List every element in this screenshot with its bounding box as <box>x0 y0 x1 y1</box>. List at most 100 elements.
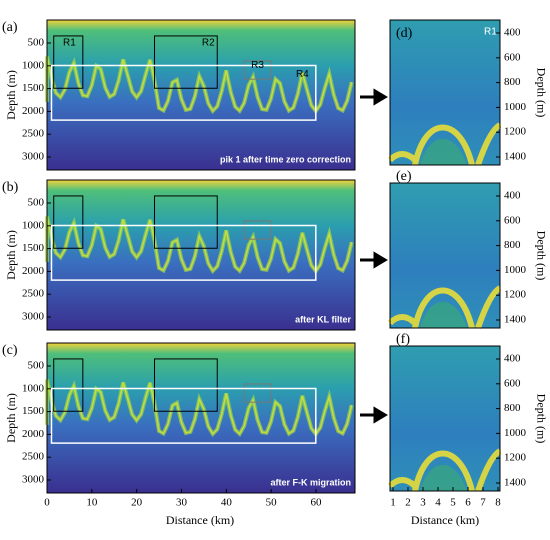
region-label: R4 <box>296 69 309 80</box>
y-tick-label: 800 <box>504 402 521 414</box>
y-axis-label: Depth (m) <box>534 394 548 444</box>
y-tick-label: 1500 <box>22 82 45 94</box>
region-box <box>50 64 317 121</box>
frame <box>389 182 501 329</box>
region-label: R1 <box>63 37 76 48</box>
y-axis-label: Depth (m) <box>534 68 548 118</box>
x-tick-label: 60 <box>311 497 323 509</box>
x-tick-label: 6 <box>465 497 471 509</box>
x-tick-label: 7 <box>480 497 486 509</box>
y-tick-label: 800 <box>504 76 521 88</box>
panel-label: (a) <box>2 20 18 35</box>
y-tick-label: 2500 <box>22 451 45 463</box>
y-tick-label: 1500 <box>22 242 45 254</box>
reflection <box>46 216 353 273</box>
y-tick-label: 600 <box>504 377 521 389</box>
y-tick-label: 500 <box>28 197 45 209</box>
y-tick-label: 1500 <box>22 405 45 417</box>
x-tick-label: 0 <box>44 497 50 509</box>
region-box <box>53 195 84 249</box>
panel-label: (d) <box>396 26 413 41</box>
y-tick-label: 1200 <box>504 126 527 138</box>
y-axis-label: Depth (m) <box>4 70 18 120</box>
y-axis-label: Depth (m) <box>4 393 18 443</box>
y-tick-label: 600 <box>504 51 521 63</box>
region-label: R1 <box>484 27 497 38</box>
frame <box>389 19 501 166</box>
y-tick-label: 2000 <box>22 428 45 440</box>
reflection <box>46 56 353 113</box>
y-axis-label: Depth (m) <box>534 231 548 281</box>
zoom-panel <box>387 182 502 329</box>
y-tick-label: 1000 <box>504 101 527 113</box>
y-tick-label: 500 <box>28 360 45 372</box>
y-tick-label: 500 <box>28 37 45 49</box>
y-tick-label: 2500 <box>22 288 45 300</box>
y-tick-label: 1400 <box>504 314 527 326</box>
x-tick-label: 5 <box>450 497 456 509</box>
image <box>47 20 355 170</box>
panel-label: (b) <box>2 180 19 195</box>
seismic-panel <box>45 19 356 171</box>
hyperbola <box>387 285 502 329</box>
y-tick-label: 400 <box>504 190 521 202</box>
x-tick-label: 8 <box>495 497 501 509</box>
y-tick-label: 1000 <box>22 59 45 71</box>
region-box <box>243 383 272 403</box>
region-box <box>243 60 272 80</box>
y-tick-label: 1000 <box>504 264 527 276</box>
x-tick-label: 2 <box>405 497 411 509</box>
hyperbola-fill <box>420 301 467 328</box>
region-box <box>243 220 272 240</box>
arrows <box>360 88 388 424</box>
x-axis-label: Distance (km) <box>411 513 479 527</box>
y-tick-label: 400 <box>504 27 521 39</box>
zoom-panel <box>387 19 502 166</box>
x-tick-label: 30 <box>176 497 188 509</box>
x-tick-label: 40 <box>221 497 233 509</box>
hyperbola <box>387 122 502 166</box>
x-tick-label: 1 <box>390 497 396 509</box>
x-tick-label: 4 <box>435 497 441 509</box>
panel-label: (f) <box>396 332 410 347</box>
frame <box>389 345 501 492</box>
region-label: R2 <box>202 37 215 48</box>
y-tick-label: 2000 <box>22 265 45 277</box>
region-box <box>154 358 218 412</box>
y-tick-label: 600 <box>504 214 521 226</box>
frame <box>46 179 356 331</box>
y-tick-label: 1000 <box>22 382 45 394</box>
panel-label: (c) <box>2 343 18 358</box>
y-tick-label: 3000 <box>22 311 45 323</box>
region-box <box>53 35 84 89</box>
seismic-panel <box>45 342 356 494</box>
annotation: pik 1 after time zero correction <box>220 154 351 164</box>
y-tick-label: 400 <box>504 353 521 365</box>
y-tick-label: 3000 <box>22 474 45 486</box>
x-tick-label: 10 <box>86 497 98 509</box>
x-tick-label: 20 <box>131 497 143 509</box>
x-tick-label: 3 <box>420 497 426 509</box>
zoom-panel <box>387 345 502 492</box>
y-tick-label: 3000 <box>22 151 45 163</box>
hyperbola-fill <box>420 464 467 491</box>
y-axis-label: Depth (m) <box>4 230 18 280</box>
hyperbola <box>387 448 502 492</box>
x-axis-label: Distance (km) <box>166 513 234 527</box>
annotation: after F-K migration <box>270 477 351 487</box>
y-tick-label: 1400 <box>504 151 527 163</box>
region-box <box>154 35 218 89</box>
annotation: after KL filter <box>295 314 351 324</box>
image <box>47 343 355 493</box>
y-tick-label: 2000 <box>22 105 45 117</box>
x-tick-label: 50 <box>266 497 278 509</box>
y-tick-label: 1000 <box>504 427 527 439</box>
y-tick-label: 2500 <box>22 128 45 140</box>
hyperbola-fill <box>420 138 467 165</box>
region-box <box>53 358 84 412</box>
region-label: R3 <box>251 60 264 71</box>
reflection <box>46 379 353 436</box>
frame <box>46 19 356 171</box>
y-tick-label: 1000 <box>22 219 45 231</box>
